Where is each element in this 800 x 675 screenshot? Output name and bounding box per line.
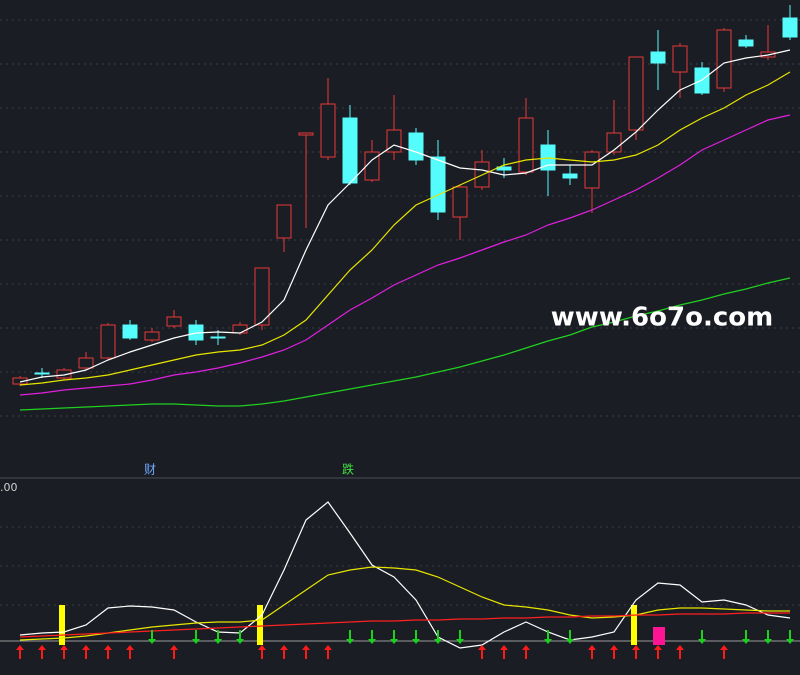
signal-arrow <box>390 630 398 644</box>
signal-arrow <box>148 630 156 644</box>
ma-line <box>19 277 791 411</box>
signal-bar <box>631 605 637 645</box>
signal-bar <box>653 627 665 645</box>
candle-body <box>650 51 666 64</box>
signal-arrow <box>610 645 618 659</box>
signal-arrow <box>522 645 530 659</box>
signal-arrow <box>192 630 200 644</box>
y-tick-label: .00 <box>0 481 18 494</box>
signal-arrow <box>258 645 266 659</box>
candle-body <box>738 39 754 47</box>
candle-body <box>518 117 534 173</box>
candle-body <box>562 173 578 179</box>
signal-arrow <box>544 630 552 644</box>
signal-arrow <box>126 645 134 659</box>
ma-line <box>19 612 790 638</box>
signal-arrow <box>16 645 24 659</box>
signal-arrow <box>566 630 574 644</box>
candle-body <box>716 29 732 89</box>
signal-bar <box>257 605 263 645</box>
signal-arrow <box>478 645 486 659</box>
candle-body <box>628 56 644 131</box>
signal-arrow <box>82 645 90 659</box>
candle-body <box>232 324 248 334</box>
signal-arrow <box>654 645 662 659</box>
grid <box>0 19 800 606</box>
candle-body <box>210 336 226 339</box>
candle-body <box>254 267 270 326</box>
candle-body <box>364 151 380 181</box>
candle-body <box>430 156 446 213</box>
signal-arrow <box>214 630 222 644</box>
signal-arrow <box>500 645 508 659</box>
signal-arrow <box>302 645 310 659</box>
annotation: 财 <box>144 463 156 477</box>
signal-arrow <box>60 645 68 659</box>
signal-arrow <box>324 645 332 659</box>
candle-body <box>606 132 622 153</box>
signal-arrow <box>412 630 420 644</box>
candle-body <box>342 117 358 184</box>
signal-arrow <box>236 630 244 644</box>
signal-bar <box>59 605 65 645</box>
signal-arrow <box>720 645 728 659</box>
ma-line <box>19 114 791 396</box>
candle-body <box>408 132 424 161</box>
candle-body <box>122 324 138 339</box>
ma-line <box>19 49 791 383</box>
signal-arrow <box>38 645 46 659</box>
signal-arrow <box>170 645 178 659</box>
ma-line <box>19 71 791 386</box>
signal-arrow <box>368 630 376 644</box>
candle-body <box>584 151 600 189</box>
candle-body <box>672 45 688 73</box>
candle-body <box>34 372 50 375</box>
candle-body <box>298 132 314 136</box>
signal-arrow <box>434 630 442 644</box>
candle-body <box>452 186 468 218</box>
signal-arrow <box>456 630 464 644</box>
candle-body <box>100 324 116 359</box>
signal-arrow <box>104 645 112 659</box>
watermark: www.6o7o.com <box>551 303 773 333</box>
annotation: 跌 <box>342 462 354 477</box>
candle-body <box>276 204 292 239</box>
candle-body <box>782 17 798 38</box>
candle-body <box>144 331 160 341</box>
ma-line <box>19 501 791 649</box>
signal-arrow <box>786 630 794 644</box>
signal-arrow <box>588 645 596 659</box>
candle-body <box>78 357 94 369</box>
signal-arrow <box>698 630 706 644</box>
candle-body <box>320 103 336 158</box>
candle-body <box>166 316 182 327</box>
signal-arrow <box>280 645 288 659</box>
signal-arrow <box>742 630 750 644</box>
ma-line <box>19 566 790 641</box>
signal-arrow <box>764 630 772 644</box>
signal-arrow <box>632 645 640 659</box>
signal-arrow <box>676 645 684 659</box>
signal-arrow <box>346 630 354 644</box>
